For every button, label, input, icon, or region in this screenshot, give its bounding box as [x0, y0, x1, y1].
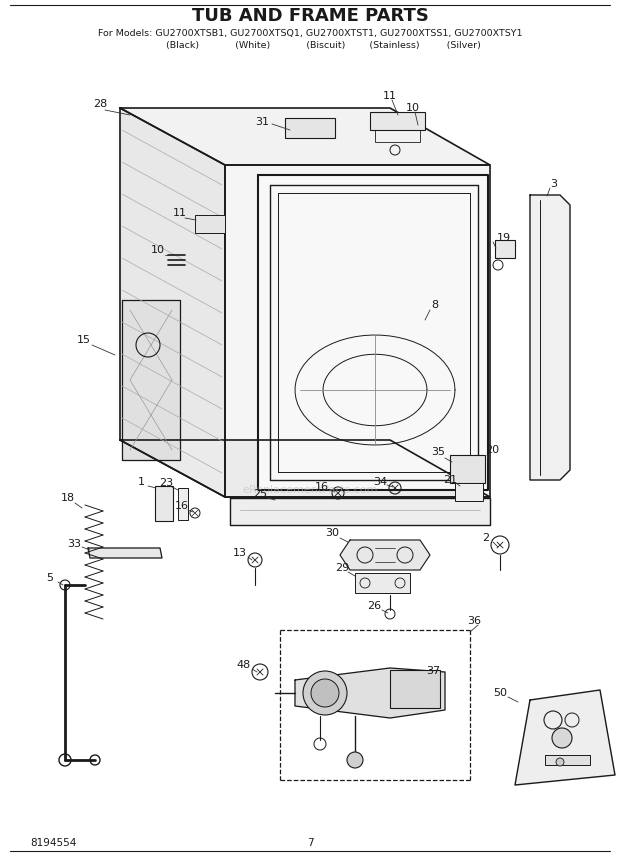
Text: 16: 16 [315, 482, 329, 492]
Bar [355, 573, 410, 593]
Text: 18: 18 [61, 493, 75, 503]
Text: For Models: GU2700XTSB1, GU2700XTSQ1, GU2700XTST1, GU2700XTSS1, GU2700XTSY1: For Models: GU2700XTSB1, GU2700XTSQ1, GU… [98, 28, 522, 38]
Text: 8194554: 8194554 [30, 838, 76, 848]
Text: 37: 37 [426, 666, 440, 676]
Text: 35: 35 [431, 447, 445, 457]
Polygon shape [88, 548, 162, 558]
Polygon shape [258, 175, 488, 490]
Polygon shape [515, 690, 615, 785]
Text: 36: 36 [467, 616, 481, 626]
Text: 16: 16 [175, 501, 189, 511]
Text: 50: 50 [493, 688, 507, 698]
Polygon shape [340, 540, 430, 570]
Text: 2: 2 [482, 533, 490, 543]
Polygon shape [295, 668, 445, 718]
Text: 7: 7 [307, 838, 313, 848]
Text: 20: 20 [485, 445, 499, 455]
Bar [495, 240, 515, 258]
Polygon shape [120, 108, 490, 165]
Circle shape [347, 752, 363, 768]
Bar [285, 118, 335, 138]
Text: 23: 23 [159, 478, 173, 488]
Polygon shape [230, 498, 490, 525]
Polygon shape [122, 300, 180, 460]
Polygon shape [530, 195, 570, 480]
Text: 31: 31 [255, 117, 269, 127]
Polygon shape [120, 108, 225, 497]
Bar [178, 488, 188, 520]
Text: 29: 29 [335, 563, 349, 573]
Bar [545, 755, 590, 765]
Text: eReplacementParts.com: eReplacementParts.com [242, 485, 378, 495]
Bar [155, 486, 173, 521]
Text: 5: 5 [46, 573, 53, 583]
Bar [450, 455, 485, 483]
Bar [195, 215, 225, 233]
Text: 11: 11 [383, 91, 397, 101]
Text: 28: 28 [93, 99, 107, 109]
Text: (Black)            (White)            (Biscuit)        (Stainless)         (Silv: (Black) (White) (Biscuit) (Stainless) (S… [139, 40, 481, 50]
Text: 48: 48 [237, 660, 251, 670]
Text: TUB AND FRAME PARTS: TUB AND FRAME PARTS [192, 7, 428, 25]
Text: 3: 3 [551, 179, 557, 189]
Text: 15: 15 [77, 335, 91, 345]
Text: 21: 21 [443, 475, 457, 485]
Text: 33: 33 [67, 539, 81, 549]
Polygon shape [225, 165, 490, 497]
Text: 19: 19 [497, 233, 511, 243]
Text: 34: 34 [373, 477, 387, 487]
Text: 30: 30 [325, 528, 339, 538]
Text: 26: 26 [367, 601, 381, 611]
Text: 10: 10 [151, 245, 165, 255]
Circle shape [303, 671, 347, 715]
Text: 11: 11 [173, 208, 187, 218]
Text: 1: 1 [138, 477, 144, 487]
Text: 8: 8 [432, 300, 438, 310]
Polygon shape [120, 440, 490, 497]
Text: 10: 10 [406, 103, 420, 113]
Circle shape [311, 679, 339, 707]
Circle shape [552, 728, 572, 748]
Bar [390, 670, 440, 708]
Bar [370, 112, 425, 130]
Bar [455, 483, 483, 501]
Bar [375, 130, 420, 142]
Text: 25: 25 [253, 489, 267, 499]
Circle shape [556, 758, 564, 766]
Text: 13: 13 [233, 548, 247, 558]
